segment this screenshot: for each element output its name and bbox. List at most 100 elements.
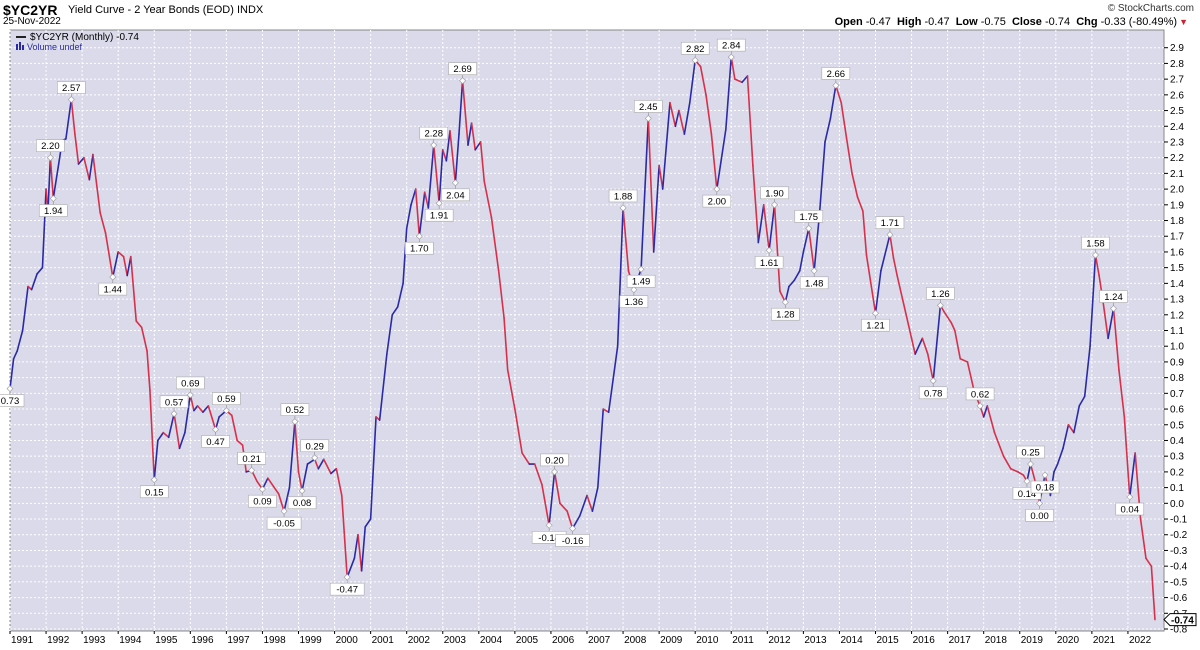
annotation-label: 1.49	[632, 277, 651, 288]
annotation-marker	[691, 56, 699, 64]
series-segment	[330, 467, 338, 475]
annotation-label: 2.57	[62, 83, 81, 94]
x-tick-label: 1996	[191, 635, 214, 646]
annotation-marker	[872, 309, 879, 317]
series-segment	[889, 233, 895, 260]
series-segment	[193, 405, 199, 412]
series-segment	[111, 251, 119, 278]
annotation-marker	[936, 301, 944, 309]
legend: $YC2YR (Monthly) -0.74 Volume undef	[16, 32, 139, 52]
series-segment	[65, 98, 73, 140]
value-annotation: 1.49	[626, 265, 656, 288]
annotation-marker	[430, 141, 438, 149]
series-segment	[335, 467, 343, 497]
series-segment	[688, 59, 696, 104]
annotation-label: 0.08	[293, 498, 312, 509]
series-segment	[369, 416, 377, 520]
x-tick-label: 2002	[408, 635, 431, 646]
value-annotation: 1.91	[424, 199, 454, 222]
series-segment	[410, 188, 417, 206]
annotation-box	[626, 274, 656, 288]
y-tick-label: 2.3	[1170, 137, 1184, 148]
annotation-label: 1.26	[931, 289, 950, 300]
series-segment	[427, 144, 435, 209]
annotation-label: 1.70	[410, 244, 429, 255]
series-segment	[661, 101, 671, 190]
annotation-box	[1081, 236, 1110, 250]
series-segment	[283, 486, 291, 512]
series-segment	[357, 533, 363, 572]
series-segment	[533, 463, 543, 486]
series-segment	[1128, 452, 1136, 498]
series-segment	[901, 298, 913, 340]
series-segment	[647, 117, 655, 253]
chart-title: Yield Curve - 2 Year Bonds (EOD) INDX	[68, 4, 263, 16]
value-annotation: 2.20	[36, 139, 65, 162]
annotation-box	[760, 186, 789, 200]
series-segment	[49, 156, 55, 200]
annotation-marker	[298, 487, 306, 495]
annotation-label: 0.14	[1018, 489, 1037, 500]
y-axis: 2.9 2.8 2.7 2.6 2.5 2.4 2.3 2.2 2.1 2.0 1.9 1.8 1.7 1…	[1164, 43, 1188, 636]
series-segment	[364, 518, 372, 528]
series-segment	[892, 257, 898, 277]
annotation-box	[1016, 445, 1045, 459]
value-annotation: 0.09	[248, 485, 277, 508]
series-segment	[773, 204, 781, 293]
series-segment	[914, 337, 924, 355]
y-tick-label: 1.4	[1170, 279, 1184, 290]
series-segment	[597, 408, 605, 489]
y-tick-label: 0.7	[1170, 389, 1184, 400]
series-segment	[340, 494, 348, 578]
series-segment	[921, 337, 929, 355]
value-annotation: 0.59	[212, 392, 241, 415]
series-segment	[793, 269, 801, 282]
series-segment	[405, 204, 412, 230]
chart-header: $YC2YR Yield Curve - 2 Year Bonds (EOD) …	[0, 0, 1200, 30]
value-annotation: 2.69	[448, 62, 477, 85]
series-segment	[16, 329, 24, 352]
series-segment	[497, 269, 505, 319]
value-annotation: 0.00	[1025, 499, 1054, 522]
series-segment	[824, 117, 832, 143]
series-segment	[458, 79, 464, 135]
value-annotation: -0.16	[555, 525, 590, 547]
series-segment	[741, 75, 749, 84]
annotation-marker	[248, 466, 256, 474]
series-segment	[306, 458, 316, 465]
series-segment	[454, 133, 460, 184]
annotation-label: 1.61	[760, 258, 779, 269]
value-annotation: 0.78	[918, 377, 948, 399]
series-segment	[865, 254, 877, 315]
annotation-marker	[569, 525, 576, 532]
annotation-marker	[781, 298, 789, 306]
annotation-box	[875, 216, 905, 229]
annotation-marker	[186, 391, 194, 399]
series-segment	[1112, 307, 1120, 371]
series-segment	[954, 329, 962, 360]
annotation-box	[702, 194, 732, 208]
annotation-box	[771, 307, 800, 321]
x-tick-label: 2012	[768, 635, 791, 646]
series-segment	[236, 439, 244, 446]
x-tick-label: 2004	[480, 635, 503, 646]
value-annotation: -0.47	[329, 573, 365, 596]
y-tick-label: -0.2	[1170, 530, 1188, 541]
annotation-label: 2.45	[639, 102, 658, 113]
series-segment	[829, 84, 837, 120]
series-segment	[802, 227, 810, 253]
y-tick-label: -0.5	[1170, 577, 1188, 588]
series-segment	[932, 304, 942, 382]
series-segment	[83, 156, 91, 181]
grid-lines	[9, 30, 1164, 631]
series-segment	[986, 405, 996, 434]
annotation-marker	[1036, 499, 1044, 507]
annotation-box	[405, 241, 434, 255]
annotation-marker	[637, 265, 645, 273]
annotation-box	[926, 287, 955, 300]
series-segment	[184, 394, 192, 434]
y-tick-label: 0.9	[1170, 357, 1184, 368]
series-segment	[402, 227, 408, 285]
series-segment	[926, 353, 935, 382]
y-tick-label: 2.6	[1170, 90, 1184, 101]
